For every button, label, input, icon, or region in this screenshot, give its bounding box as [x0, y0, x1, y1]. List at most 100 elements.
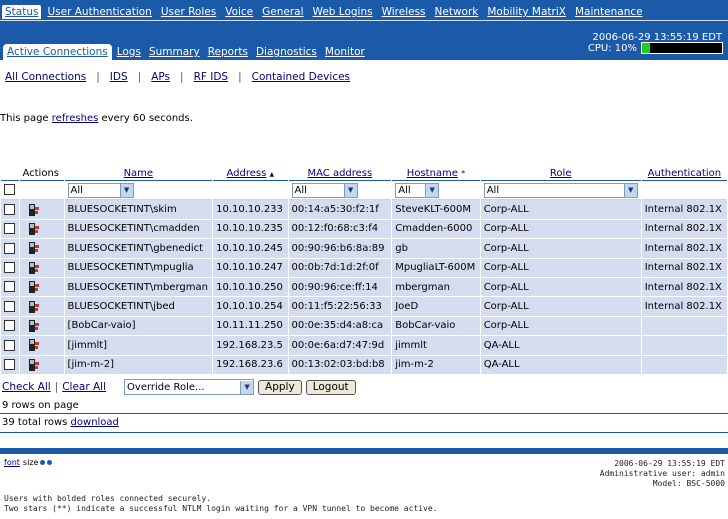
cell-hostname: SteveKLT-600M [392, 200, 480, 220]
header-name[interactable]: Name [64, 167, 213, 181]
main-menu-user-roles[interactable]: User Roles [160, 6, 217, 18]
row-checkbox[interactable] [4, 339, 15, 351]
mac-filter-value: All [294, 184, 307, 196]
table-row: BLUESOCKETINT\mpuglia 10.10.10.247 00:0b:7… [1, 258, 727, 278]
row-checkbox[interactable] [4, 262, 15, 273]
disconnect-icon[interactable] [26, 319, 40, 333]
header-authentication-link[interactable]: Authentication [647, 168, 722, 179]
cell-mac: 00:90:96:b6:8a:89 [288, 239, 392, 259]
nav-link-aps[interactable]: APs [151, 71, 171, 83]
tab-summary[interactable]: Summary [148, 46, 200, 58]
table-header-row: Actions Name Address ▲ MAC address Hostn… [1, 167, 727, 181]
cpu-label: CPU: 10% [587, 42, 637, 54]
cell-hostname: jim-m-2 [392, 355, 480, 375]
check-all-link[interactable]: Check All [2, 381, 51, 393]
row-checkbox[interactable] [4, 300, 15, 312]
header-authentication[interactable]: Authentication [641, 167, 727, 181]
row-checkbox[interactable] [4, 320, 15, 332]
disconnect-icon[interactable] [26, 280, 40, 294]
override-role-select[interactable]: Override Role... ▼ [124, 379, 255, 395]
name-filter-select[interactable]: All ▼ [67, 182, 134, 198]
disconnect-icon[interactable] [26, 300, 40, 314]
main-menu-voice[interactable]: Voice [225, 6, 254, 18]
main-menu-wireless[interactable]: Wireless [381, 6, 426, 18]
connections-filter-nav: All Connections | IDS | APs | RF IDS | Contained… [5, 71, 350, 83]
tab-active-connections[interactable]: Active Connections [3, 44, 112, 60]
header-address-link[interactable]: Address [226, 168, 267, 179]
main-menu-user-authentication[interactable]: User Authentication [47, 6, 152, 18]
mac-filter-select[interactable]: All ▼ [291, 182, 358, 198]
logout-button[interactable]: Logout [305, 379, 356, 395]
download-link[interactable]: download [70, 417, 119, 428]
main-menu-status[interactable]: Status [2, 5, 42, 19]
refresh-prefix: This page [0, 113, 49, 124]
row-checkbox[interactable] [4, 358, 15, 370]
main-menu-web-logins[interactable]: Web Logins [312, 6, 373, 18]
row-actions-cell [20, 297, 64, 317]
cell-authentication: Internal 802.1X [641, 277, 727, 298]
row-checkbox[interactable] [4, 203, 15, 215]
row-checkbox[interactable] [4, 223, 15, 235]
table-row: BLUESOCKETINT\cmadden 10.10.10.235 00:12:f… [1, 219, 727, 240]
main-menu-maintenance[interactable]: Maintenance [574, 6, 643, 18]
row-actions-cell [20, 219, 64, 240]
disconnect-icon[interactable] [26, 203, 40, 217]
header-name-link[interactable]: Name [123, 168, 154, 179]
cell-name: BLUESOCKETINT\cmadden [64, 219, 213, 240]
tab-logs[interactable]: Logs [116, 46, 141, 58]
override-role-value: Override Role... [127, 381, 205, 393]
header-hostname[interactable]: Hostname * [392, 167, 480, 181]
nav-link-all-connections[interactable]: All Connections [5, 71, 87, 83]
bulk-actions-bar: Check All | Clear All Override Role... ▼ … [2, 379, 356, 395]
nav-link-contained-devices[interactable]: Contained Devices [251, 71, 351, 83]
font-link[interactable]: font [4, 458, 20, 467]
cell-role: Corp-ALL [480, 297, 641, 317]
header-role-link[interactable]: Role [549, 168, 572, 179]
sort-marker-icon: * [461, 169, 466, 178]
row-checkbox[interactable] [4, 281, 15, 293]
filter-mac-cell: All ▼ [288, 181, 392, 201]
clear-all-link[interactable]: Clear All [62, 381, 107, 393]
filter-auth-cell [641, 181, 727, 201]
disconnect-icon[interactable] [26, 358, 40, 372]
footer-info: 2006-06-29 13:55:19 EDT Administrative u… [600, 459, 725, 489]
select-all-checkbox[interactable] [4, 184, 15, 196]
role-filter-select[interactable]: All ▼ [483, 182, 638, 198]
hostname-filter-select[interactable]: All ▼ [395, 182, 440, 198]
header-checkbox-col [1, 167, 20, 181]
header-mac[interactable]: MAC address [288, 167, 392, 181]
font-increase-icon[interactable] [47, 460, 53, 465]
cell-authentication: Internal 802.1X [641, 200, 727, 220]
font-size-control: font size [4, 458, 53, 467]
font-size-label: size [22, 458, 39, 467]
main-menu-mobility-matrix[interactable]: Mobility MatriX [487, 6, 566, 18]
disconnect-icon[interactable] [26, 261, 40, 275]
tab-reports[interactable]: Reports [207, 46, 248, 58]
row-actions-cell [20, 258, 64, 278]
cell-role: QA-ALL [480, 336, 641, 356]
header-hostname-link[interactable]: Hostname [406, 168, 458, 179]
row-checkbox[interactable] [4, 242, 15, 254]
disconnect-icon[interactable] [26, 222, 40, 236]
disconnect-icon[interactable] [26, 338, 40, 352]
tab-diagnostics[interactable]: Diagnostics [255, 46, 317, 58]
main-menu-network[interactable]: Network [434, 6, 479, 18]
cell-name: [jimmlt] [64, 336, 213, 356]
row-select-cell [1, 239, 20, 259]
nav-link-ids[interactable]: IDS [109, 71, 128, 83]
refresh-link[interactable]: refreshes [51, 113, 99, 124]
cell-name: BLUESOCKETINT\mbergman [64, 277, 213, 298]
nav-link-rf-ids[interactable]: RF IDS [193, 71, 229, 83]
disconnect-icon[interactable] [26, 241, 40, 255]
header-address[interactable]: Address ▲ [213, 167, 288, 181]
apply-button[interactable]: Apply [258, 379, 302, 395]
main-menu-general[interactable]: General [262, 6, 304, 18]
cell-hostname: JoeD [392, 297, 480, 317]
font-decrease-icon[interactable] [40, 460, 46, 465]
header-role[interactable]: Role [480, 167, 641, 181]
separator: | [137, 71, 142, 83]
filter-actions-cell [20, 181, 64, 201]
table-row: BLUESOCKETINT\gbenedict 10.10.10.245 00:90… [1, 239, 727, 259]
header-mac-link[interactable]: MAC address [307, 168, 373, 179]
tab-monitor[interactable]: Monitor [324, 46, 365, 58]
